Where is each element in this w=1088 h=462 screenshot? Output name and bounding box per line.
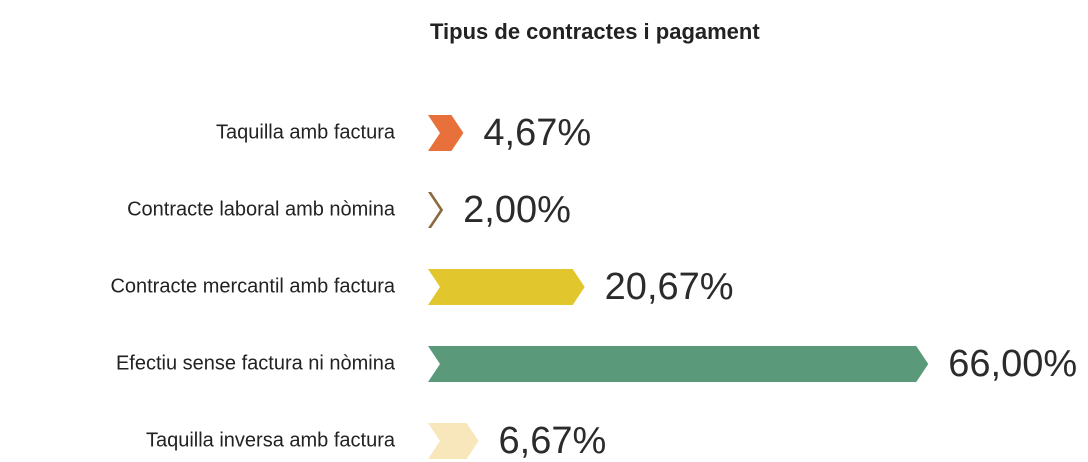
value-label: 2,00% [463, 189, 571, 231]
value-label: 4,67% [483, 112, 591, 154]
category-label: Taquilla inversa amb factura [146, 429, 396, 451]
bar [428, 423, 479, 459]
value-label: 66,00% [948, 343, 1077, 385]
bar [428, 346, 929, 382]
value-label: 6,67% [499, 420, 607, 462]
value-label: 20,67% [605, 266, 734, 308]
category-label: Contracte mercantil amb factura [110, 275, 395, 297]
chart-title: Tipus de contractes i pagament [430, 19, 760, 44]
category-label: Contracte laboral amb nòmina [127, 198, 396, 220]
bar [428, 115, 464, 151]
bar [428, 269, 585, 305]
bar [428, 192, 444, 228]
category-label: Taquilla amb factura [216, 121, 396, 143]
category-label: Efectiu sense factura ni nòmina [116, 352, 396, 374]
